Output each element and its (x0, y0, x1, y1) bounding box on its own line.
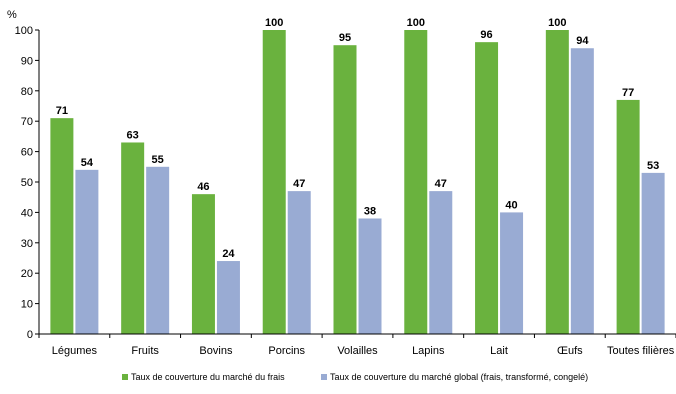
data-label: 77 (622, 87, 634, 99)
data-label: 71 (56, 105, 68, 117)
y-axis: 0 10 20 30 40 50 60 70 80 90 100 (15, 25, 40, 341)
data-label: 38 (364, 205, 376, 217)
data-label: 96 (480, 29, 492, 41)
x-tick-label: Légumes (52, 345, 98, 357)
data-label: 100 (548, 17, 566, 29)
x-tick-label: Fruits (131, 345, 159, 357)
data-label: 24 (222, 248, 235, 260)
bar (358, 218, 382, 334)
x-axis: Légumes Fruits Bovins Porcins Volailles Lapin… (38, 333, 676, 357)
y-tick-label: 0 (27, 329, 33, 341)
legend-label: Taux de couverture du marché du frais (131, 372, 285, 382)
x-tick-label: Lapins (412, 345, 445, 357)
data-label: 95 (339, 32, 351, 44)
bar (50, 118, 74, 334)
bar (641, 172, 665, 334)
data-label: 100 (407, 17, 425, 29)
y-unit-label: % (7, 9, 17, 21)
legend-swatch (122, 374, 128, 380)
bar (333, 45, 357, 334)
x-tick-label: Toutes filières (607, 345, 675, 357)
data-label: 100 (265, 17, 283, 29)
data-label: 94 (576, 35, 589, 47)
x-tick-label: Œufs (557, 345, 583, 357)
y-tick-label: 30 (21, 238, 33, 250)
x-tick-label: Volailles (337, 345, 378, 357)
data-label: 47 (293, 178, 305, 190)
bar (570, 48, 594, 335)
bar (287, 191, 311, 334)
data-label: 46 (197, 181, 209, 193)
bar (404, 30, 428, 334)
data-label: 54 (81, 157, 94, 169)
data-labels: 71 63 46 100 95 100 96 100 77 54 55 24 47 38 47 40 94 53 (56, 17, 659, 260)
bar (146, 166, 170, 334)
bar (475, 42, 499, 334)
bar (75, 169, 99, 334)
data-label: 55 (152, 154, 164, 166)
bar (616, 99, 640, 334)
y-tick-label: 70 (21, 116, 33, 128)
bar (429, 191, 453, 334)
y-tick-label: 90 (21, 55, 33, 67)
y-tick-label: 50 (21, 177, 33, 189)
x-tick-label: Lait (490, 345, 508, 357)
legend-swatch (321, 374, 327, 380)
bar (545, 30, 569, 334)
x-tick-label: Bovins (199, 345, 233, 357)
bar (191, 194, 215, 334)
data-label: 47 (435, 178, 447, 190)
legend: Taux de couverture du marché du frais Tau… (122, 372, 588, 382)
bar (216, 261, 240, 334)
y-tick-label: 10 (21, 299, 33, 311)
data-label: 40 (505, 199, 517, 211)
bar (262, 30, 286, 334)
y-tick-label: 60 (21, 147, 33, 159)
data-label: 63 (127, 129, 139, 141)
data-label: 53 (647, 160, 659, 172)
y-tick-label: 40 (21, 207, 33, 219)
y-tick-label: 100 (15, 25, 33, 37)
bar (121, 142, 145, 334)
x-tick-label: Porcins (268, 345, 305, 357)
bars (50, 30, 665, 335)
y-tick-label: 80 (21, 86, 33, 98)
y-tick-label: 20 (21, 268, 33, 280)
bar (500, 212, 524, 334)
legend-label: Taux de couverture du marché global (fra… (330, 372, 588, 382)
